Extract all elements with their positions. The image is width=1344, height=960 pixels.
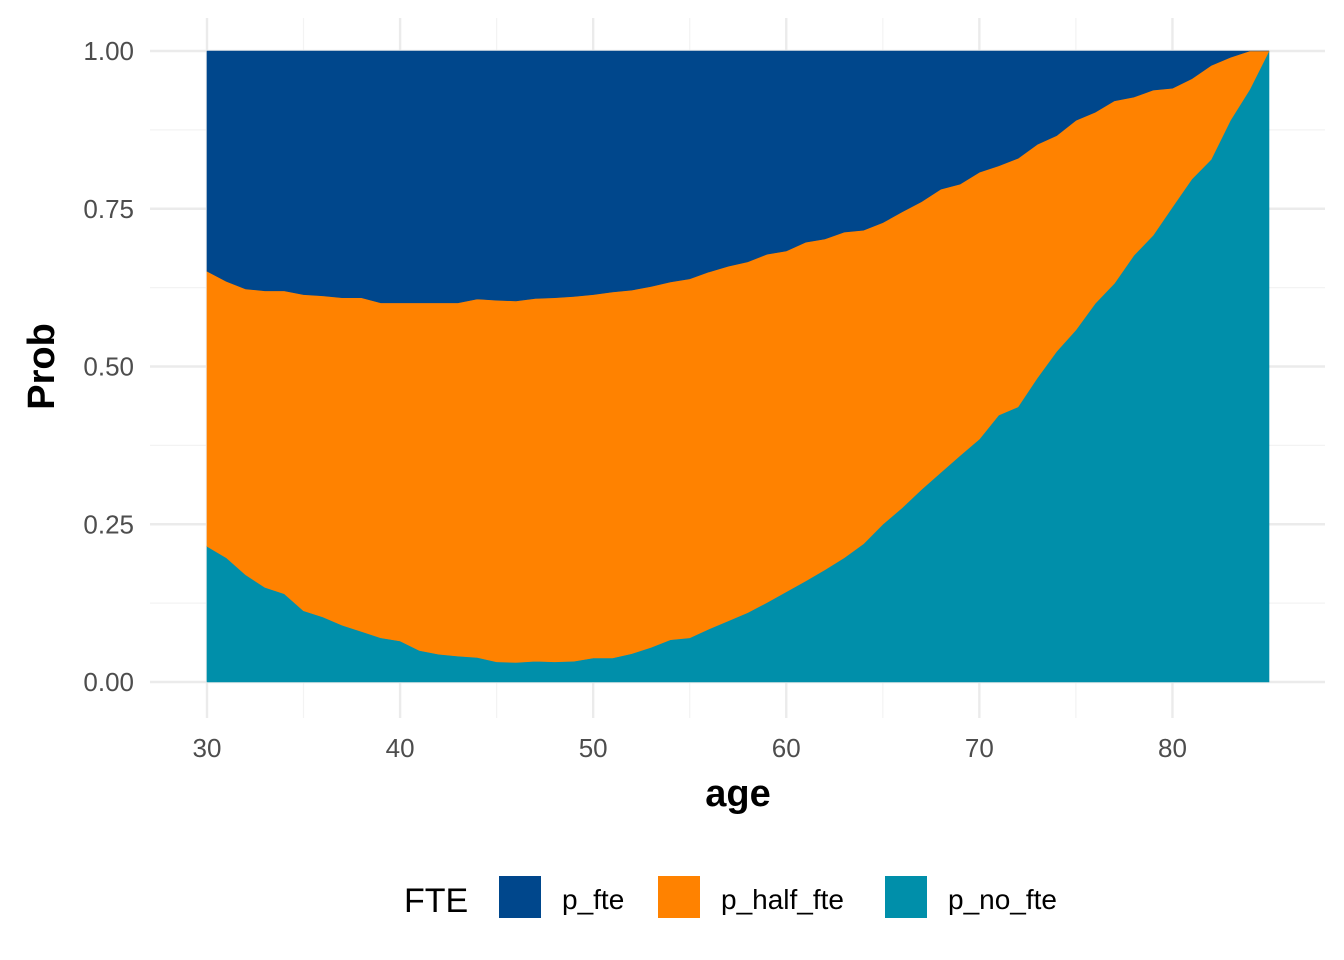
x-tick-label: 30 xyxy=(193,733,222,763)
y-tick-label: 1.00 xyxy=(83,36,134,66)
y-tick-label: 0.00 xyxy=(83,667,134,697)
x-axis-tick-labels: 30 40 50 60 70 80 xyxy=(193,733,1187,763)
y-tick-label: 0.25 xyxy=(83,509,134,539)
x-tick-label: 40 xyxy=(386,733,415,763)
legend-label-p-fte: p_fte xyxy=(562,884,624,915)
legend-label-p-no-fte: p_no_fte xyxy=(948,884,1057,915)
legend-label-p-half-fte: p_half_fte xyxy=(721,884,844,915)
y-axis-title: Prob xyxy=(21,323,63,410)
x-tick-label: 50 xyxy=(579,733,608,763)
y-tick-label: 0.75 xyxy=(83,194,134,224)
x-tick-label: 70 xyxy=(965,733,994,763)
legend: FTE p_fte p_half_fte p_no_fte xyxy=(404,876,1057,920)
area-p-fte xyxy=(206,50,1269,304)
area-layers xyxy=(206,50,1270,683)
y-axis-tick-labels: 0.00 0.25 0.50 0.75 1.00 xyxy=(83,36,134,697)
y-tick-label: 0.50 xyxy=(83,352,134,382)
legend-key-p-fte xyxy=(499,876,541,918)
legend-key-p-half-fte xyxy=(658,876,700,918)
x-tick-label: 60 xyxy=(772,733,801,763)
legend-key-p-no-fte xyxy=(885,876,927,918)
x-axis-title: age xyxy=(705,773,770,815)
x-tick-label: 80 xyxy=(1158,733,1187,763)
legend-title: FTE xyxy=(404,882,468,920)
